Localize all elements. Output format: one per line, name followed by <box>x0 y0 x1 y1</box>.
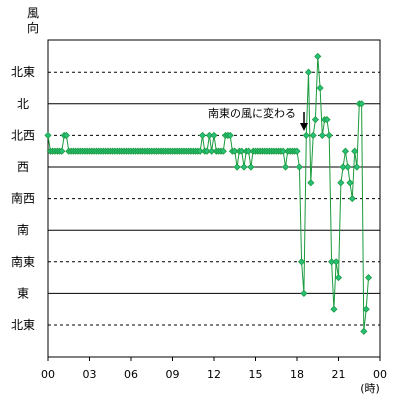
data-point <box>316 84 324 92</box>
data-point <box>307 179 315 187</box>
x-tick-label: 06 <box>124 368 138 381</box>
data-point <box>364 274 373 282</box>
x-tick-label: 18 <box>290 368 304 381</box>
x-tick-label: 09 <box>166 368 180 381</box>
data-point <box>300 289 308 297</box>
data-point <box>309 131 317 139</box>
data-point <box>358 100 366 108</box>
data-point <box>44 131 52 139</box>
data-point <box>332 258 340 266</box>
data-point <box>226 131 234 139</box>
data-point <box>219 147 227 155</box>
y-tick-label: 西 <box>17 160 29 174</box>
series-line <box>47 56 369 332</box>
x-tick-label: 21 <box>332 368 346 381</box>
data-point <box>302 131 310 139</box>
series-markers <box>44 52 373 335</box>
data-point <box>341 147 349 155</box>
data-point <box>295 163 303 171</box>
data-point <box>210 131 218 139</box>
y-tick-label: 北 <box>17 97 29 111</box>
x-tick-label: 00 <box>373 368 387 381</box>
data-point <box>240 163 248 171</box>
y-tick-label: 北西 <box>11 128 35 142</box>
data-point <box>311 116 319 124</box>
data-point <box>233 163 241 171</box>
data-point <box>314 52 322 60</box>
series-path <box>47 56 369 332</box>
data-point <box>198 131 207 139</box>
y-tick-label: 北東 <box>11 318 35 332</box>
y-axis-label: 風向 <box>27 6 39 35</box>
data-point <box>330 305 338 313</box>
x-tick-label: 15 <box>249 368 263 381</box>
data-point <box>339 163 347 171</box>
data-point <box>337 179 345 187</box>
data-point <box>353 163 361 171</box>
y-tick-label: 南東 <box>11 254 35 269</box>
x-tick-label: 03 <box>83 368 97 381</box>
x-axis-label: (時) <box>360 382 380 395</box>
data-point <box>362 305 370 313</box>
data-point <box>247 163 255 171</box>
y-tick-label: 東 <box>17 286 29 300</box>
y-tick-label: 北東 <box>11 65 35 79</box>
data-point <box>58 147 66 155</box>
data-point <box>304 68 313 76</box>
data-point <box>208 147 216 155</box>
x-tick-labels: 00 03 06 09 12 15 18 21 00 <box>41 357 387 381</box>
data-point <box>346 179 354 187</box>
y-tick-label: 南西 <box>11 191 35 206</box>
data-point <box>360 327 368 335</box>
annotation-text: 南東の風に変わる <box>208 106 296 120</box>
data-point <box>351 147 359 155</box>
x-tick-label: 00 <box>41 368 55 381</box>
data-point <box>281 163 290 171</box>
data-point <box>325 131 333 139</box>
x-tick-label: 12 <box>207 368 221 381</box>
data-point <box>297 258 306 266</box>
data-point <box>334 274 343 282</box>
data-point <box>318 131 326 139</box>
data-point <box>62 131 70 139</box>
data-point <box>323 116 331 124</box>
y-tick-label: 南 <box>17 222 29 237</box>
annotation: 南東の風に変わる <box>208 106 308 131</box>
data-point <box>293 147 301 155</box>
data-point <box>344 163 352 171</box>
annotation-arrow-head <box>300 123 308 131</box>
data-point <box>348 195 356 203</box>
